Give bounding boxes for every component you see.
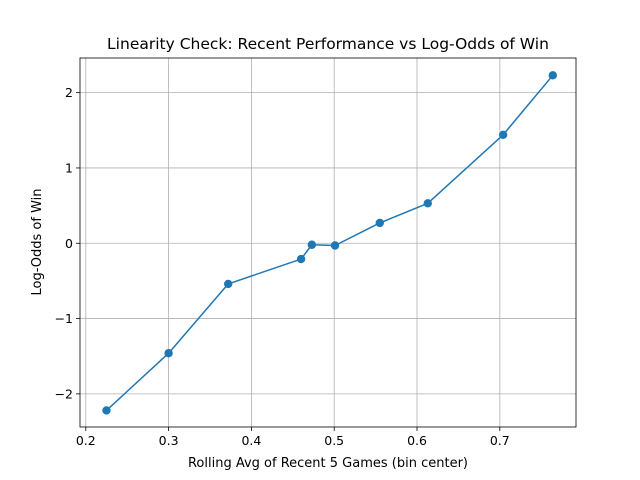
data-point-4 xyxy=(307,240,317,249)
x-tick-label-3: 0.5 xyxy=(324,433,344,448)
chart-title: Linearity Check: Recent Performance vs L… xyxy=(107,35,549,53)
y-tick-label-0: −2 xyxy=(55,386,73,401)
axes-frame xyxy=(79,57,577,428)
x-tick-label-0: 0.2 xyxy=(76,433,96,448)
data-point-3 xyxy=(296,254,306,264)
y-axis-label: Log-Odds of Win xyxy=(30,189,45,296)
y-tick-label-2: 0 xyxy=(65,236,73,251)
y-tick-label-3: 1 xyxy=(65,160,73,175)
x-tick-label-5: 0.7 xyxy=(490,433,510,448)
x-tick-label-4: 0.6 xyxy=(407,433,427,448)
y-tick-label-1: −1 xyxy=(55,311,73,326)
series-line-0 xyxy=(105,74,554,411)
data-point-0 xyxy=(102,406,111,415)
data-point-6 xyxy=(375,218,384,228)
plot-area: 0.2 0.3 0.4 0.5 0.6 0.7 −2 −1 0 1 2 xyxy=(55,57,577,448)
x-axis-label: Rolling Avg of Recent 5 Games (bin cente… xyxy=(188,456,468,471)
y-tick-label-4: 2 xyxy=(65,85,73,100)
data-point-2 xyxy=(224,279,233,289)
x-tick-label-2: 0.4 xyxy=(241,433,261,448)
data-point-9 xyxy=(548,71,558,80)
data-point-7 xyxy=(423,199,432,208)
data-point-5 xyxy=(330,241,340,250)
x-tick-label-1: 0.3 xyxy=(159,433,179,448)
data-point-1 xyxy=(164,349,173,358)
data-point-8 xyxy=(498,130,508,140)
